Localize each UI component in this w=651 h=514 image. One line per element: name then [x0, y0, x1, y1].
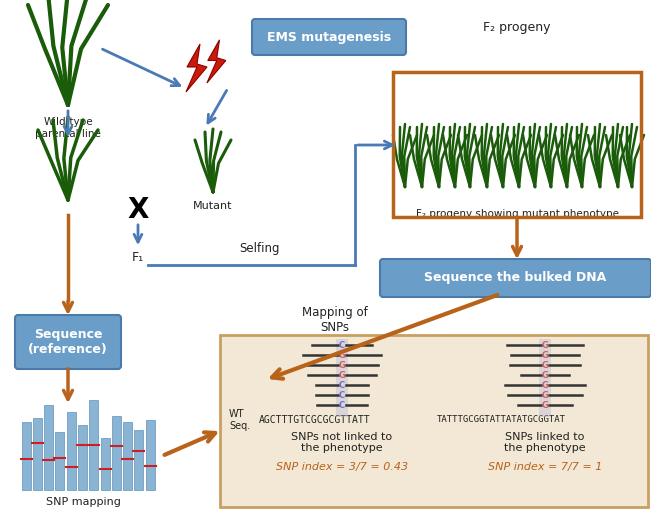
Bar	[146, 420, 155, 490]
Text: Selfing: Selfing	[240, 242, 280, 255]
Bar	[539, 339, 551, 417]
Polygon shape	[207, 40, 226, 83]
Bar	[393, 72, 641, 217]
Bar	[44, 405, 53, 490]
Text: G: G	[339, 371, 346, 379]
Text: X: X	[128, 196, 148, 224]
Bar	[89, 400, 98, 490]
Text: Sequence
(reference): Sequence (reference)	[28, 328, 108, 356]
Bar	[22, 422, 31, 490]
Text: G: G	[339, 360, 346, 370]
Text: AGCTTTGTCGCGCGTTATT: AGCTTTGTCGCGCGTTATT	[259, 415, 370, 425]
Text: the phenotype: the phenotype	[301, 443, 383, 453]
Text: G: G	[542, 351, 548, 359]
Text: G: G	[542, 400, 548, 410]
Bar	[220, 335, 648, 507]
Text: Wild-type
parental line: Wild-type parental line	[35, 117, 101, 139]
Bar	[123, 422, 132, 490]
Text: SNP mapping: SNP mapping	[46, 497, 120, 507]
Text: G: G	[542, 340, 548, 350]
Text: Mapping of
SNPs: Mapping of SNPs	[302, 306, 368, 334]
Text: C: C	[339, 400, 345, 410]
Text: SNP index = 7/7 = 1: SNP index = 7/7 = 1	[488, 462, 602, 472]
Text: C: C	[339, 391, 345, 399]
Text: G: G	[542, 380, 548, 390]
Text: TATTTGCGGTATTATATGCGGTAT: TATTTGCGGTATTATATGCGGTAT	[437, 415, 566, 425]
FancyBboxPatch shape	[15, 315, 121, 369]
Text: EMS mutagenesis: EMS mutagenesis	[267, 30, 391, 44]
FancyBboxPatch shape	[380, 259, 651, 297]
Text: C: C	[339, 340, 345, 350]
Text: Mutant: Mutant	[193, 201, 233, 211]
Bar	[33, 418, 42, 490]
Text: G: G	[542, 391, 548, 399]
Text: F₂ progeny: F₂ progeny	[483, 21, 551, 34]
Bar	[112, 416, 121, 490]
Text: G: G	[339, 351, 346, 359]
Text: C: C	[339, 380, 345, 390]
Bar	[336, 339, 348, 417]
Text: SNP index = 3/7 = 0.43: SNP index = 3/7 = 0.43	[276, 462, 408, 472]
Text: G: G	[542, 360, 548, 370]
Text: F₁: F₁	[132, 251, 144, 264]
Text: the phenotype: the phenotype	[504, 443, 586, 453]
Text: SNPs not linked to: SNPs not linked to	[292, 432, 393, 442]
FancyBboxPatch shape	[252, 19, 406, 55]
Bar	[101, 438, 110, 490]
Bar	[78, 425, 87, 490]
Polygon shape	[186, 44, 207, 92]
Text: G: G	[542, 371, 548, 379]
Text: SNPs linked to: SNPs linked to	[505, 432, 585, 442]
Text: F₂ progeny showing mutant phenotype: F₂ progeny showing mutant phenotype	[415, 209, 618, 219]
Text: WT
Seq.: WT Seq.	[229, 409, 250, 431]
Bar	[134, 430, 143, 490]
Bar	[67, 412, 76, 490]
Text: Sequence the bulked DNA: Sequence the bulked DNA	[424, 271, 607, 285]
Bar	[55, 432, 64, 490]
